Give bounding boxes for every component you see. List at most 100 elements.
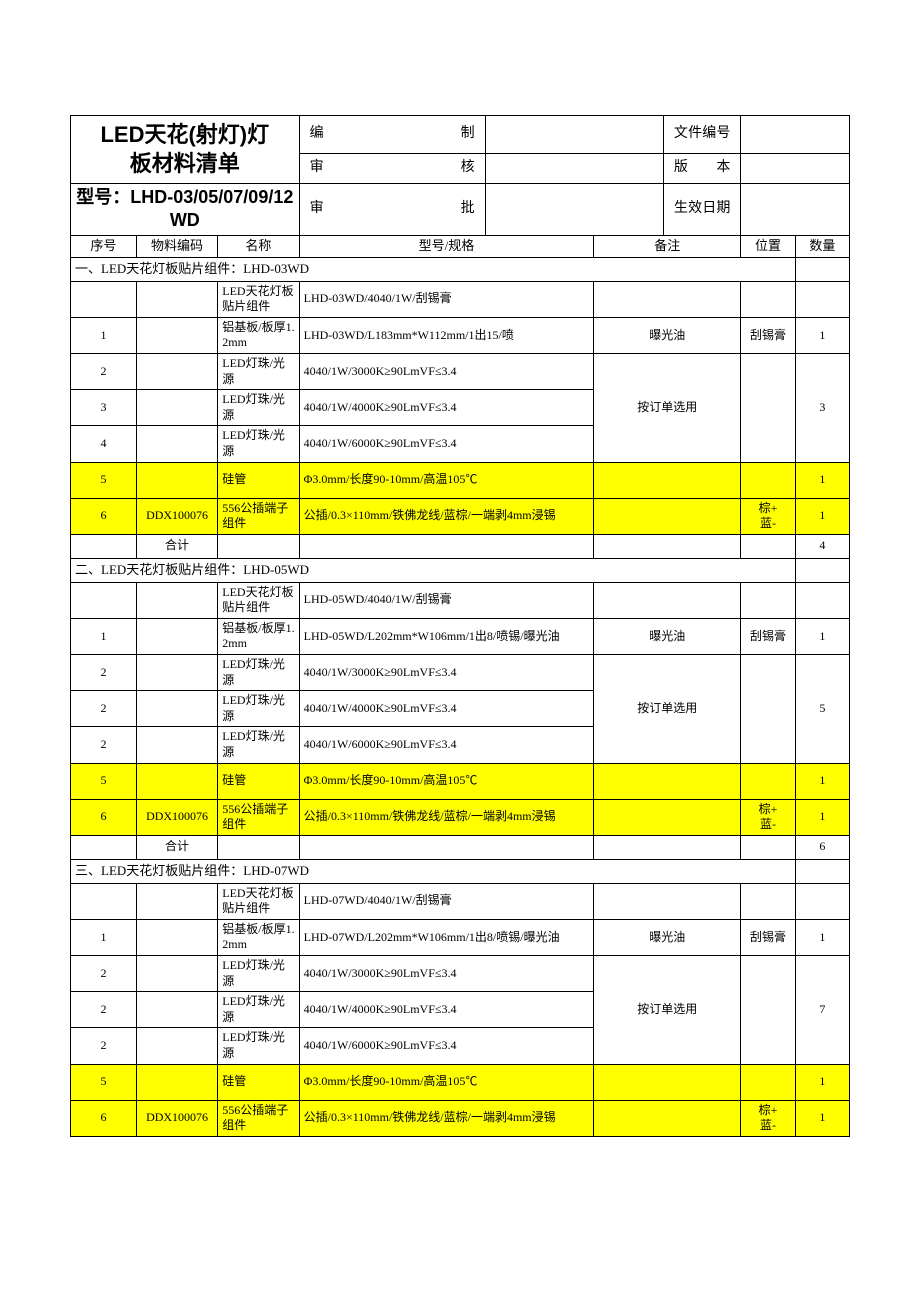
cell-spec: LHD-03WD/4040/1W/刮锡膏 (299, 281, 594, 317)
meta-effdate-label: 生效日期 (663, 184, 741, 236)
meta-docno-value (741, 116, 850, 154)
sum-blank (299, 835, 594, 859)
table-row: 6DDX100076556公插端子组件公插/0.3×110mm/铁佛龙线/蓝棕/… (71, 799, 850, 835)
sum-blank (741, 534, 795, 558)
meta-approve-label: 审 批 (299, 184, 485, 236)
cell-spec: Φ3.0mm/长度90-10mm/高温105℃ (299, 763, 594, 799)
cell-qty: 3 (795, 353, 849, 462)
cell-qty (795, 883, 849, 919)
section-title: 三、LED天花灯板贴片组件：LHD-07WD (71, 859, 796, 883)
cell-remark: 按订单选用 (594, 654, 741, 763)
cell-remark: 曝光油 (594, 919, 741, 955)
cell-name: 硅管 (218, 1064, 299, 1100)
sum-blank (299, 534, 594, 558)
cell-spec: 公插/0.3×110mm/铁佛龙线/蓝棕/一端剥4mm浸锡 (299, 799, 594, 835)
cell-spec: LHD-05WD/L202mm*W106mm/1出8/喷锡/曝光油 (299, 618, 594, 654)
cell-seq: 1 (71, 618, 137, 654)
cell-seq: 2 (71, 1028, 137, 1064)
sum-label: 合计 (136, 835, 217, 859)
cell-qty: 7 (795, 955, 849, 1064)
cell-seq (71, 883, 137, 919)
cell-pos: 棕+ 蓝- (741, 1100, 795, 1136)
cell-pos (741, 654, 795, 763)
cell-code (136, 654, 217, 690)
cell-remark (594, 462, 741, 498)
cell-qty: 1 (795, 317, 849, 353)
meta-review-label: 审 核 (299, 154, 485, 184)
cell-name: 硅管 (218, 763, 299, 799)
cell-remark (594, 763, 741, 799)
cell-name: LED灯珠/光源 (218, 955, 299, 991)
cell-name: 铝基板/板厚1.2mm (218, 618, 299, 654)
sum-qty: 6 (795, 835, 849, 859)
cell-remark (594, 281, 741, 317)
cell-seq: 5 (71, 763, 137, 799)
cell-code (136, 919, 217, 955)
cell-code (136, 992, 217, 1028)
meta-review-value (485, 154, 663, 184)
cell-name: 硅管 (218, 462, 299, 498)
table-row: 5硅管Φ3.0mm/长度90-10mm/高温105℃1 (71, 1064, 850, 1100)
cell-code (136, 955, 217, 991)
table-row: 6DDX100076556公插端子组件公插/0.3×110mm/铁佛龙线/蓝棕/… (71, 498, 850, 534)
cell-remark (594, 582, 741, 618)
cell-pos: 棕+ 蓝- (741, 498, 795, 534)
cell-code (136, 390, 217, 426)
meta-prep-value (485, 116, 663, 154)
bom-table: LED天花(射灯)灯 板材料清单 编 制 文件编号 审 核 版 本 型号：LHD… (70, 115, 850, 1137)
cell-spec: LHD-07WD/4040/1W/刮锡膏 (299, 883, 594, 919)
cell-seq: 3 (71, 390, 137, 426)
doc-title: LED天花(射灯)灯 板材料清单 (71, 116, 300, 184)
cell-code (136, 317, 217, 353)
cell-qty: 1 (795, 618, 849, 654)
cell-name: LED灯珠/光源 (218, 353, 299, 389)
cell-name: LED灯珠/光源 (218, 727, 299, 763)
sum-blank (218, 835, 299, 859)
cell-name: LED灯珠/光源 (218, 1028, 299, 1064)
cell-spec: Φ3.0mm/长度90-10mm/高温105℃ (299, 462, 594, 498)
cell-pos: 刮锡膏 (741, 618, 795, 654)
table-row: 5 硅管Φ3.0mm/长度90-10mm/高温105℃ 1 (71, 763, 850, 799)
cell-spec: LHD-07WD/L202mm*W106mm/1出8/喷锡/曝光油 (299, 919, 594, 955)
sum-blank (71, 534, 137, 558)
cell-qty: 1 (795, 763, 849, 799)
sum-blank (218, 534, 299, 558)
cell-remark: 曝光油 (594, 618, 741, 654)
cell-seq: 1 (71, 919, 137, 955)
table-row: 1 铝基板/板厚1.2mmLHD-03WD/L183mm*W112mm/1出15/… (71, 317, 850, 353)
cell-code: DDX100076 (136, 498, 217, 534)
cell-seq: 2 (71, 691, 137, 727)
cell-pos (741, 582, 795, 618)
cell-qty: 1 (795, 462, 849, 498)
cell-code (136, 281, 217, 317)
cell-code (136, 618, 217, 654)
table-row: 2LED灯珠/光源4040/1W/3000K≥90LmVF≤3.4按订单选用3 (71, 353, 850, 389)
cell-remark: 曝光油 (594, 317, 741, 353)
cell-seq: 4 (71, 426, 137, 462)
cell-name: 556公插端子组件 (218, 1100, 299, 1136)
cell-spec: LHD-03WD/L183mm*W112mm/1出15/喷 (299, 317, 594, 353)
table-row: 2LED灯珠/光源4040/1W/3000K≥90LmVF≤3.4按订单选用7 (71, 955, 850, 991)
cell-code (136, 763, 217, 799)
cell-pos (741, 763, 795, 799)
cell-remark (594, 498, 741, 534)
cell-name: LED灯珠/光源 (218, 654, 299, 690)
table-row: 1 铝基板/板厚1.2mmLHD-05WD/L202mm*W106mm/1出8/喷… (71, 618, 850, 654)
cell-name: 铝基板/板厚1.2mm (218, 317, 299, 353)
cell-pos (741, 883, 795, 919)
cell-code (136, 727, 217, 763)
cell-seq: 6 (71, 498, 137, 534)
col-spec: 型号/规格 (299, 235, 594, 257)
meta-approve-value (485, 184, 663, 236)
cell-name: LED灯珠/光源 (218, 992, 299, 1028)
cell-qty: 1 (795, 799, 849, 835)
cell-code (136, 883, 217, 919)
col-pos: 位置 (741, 235, 795, 257)
cell-spec: 4040/1W/6000K≥90LmVF≤3.4 (299, 426, 594, 462)
cell-remark: 按订单选用 (594, 353, 741, 462)
cell-spec: 4040/1W/3000K≥90LmVF≤3.4 (299, 955, 594, 991)
col-name: 名称 (218, 235, 299, 257)
cell-code (136, 353, 217, 389)
cell-pos: 刮锡膏 (741, 919, 795, 955)
cell-name: 556公插端子组件 (218, 498, 299, 534)
